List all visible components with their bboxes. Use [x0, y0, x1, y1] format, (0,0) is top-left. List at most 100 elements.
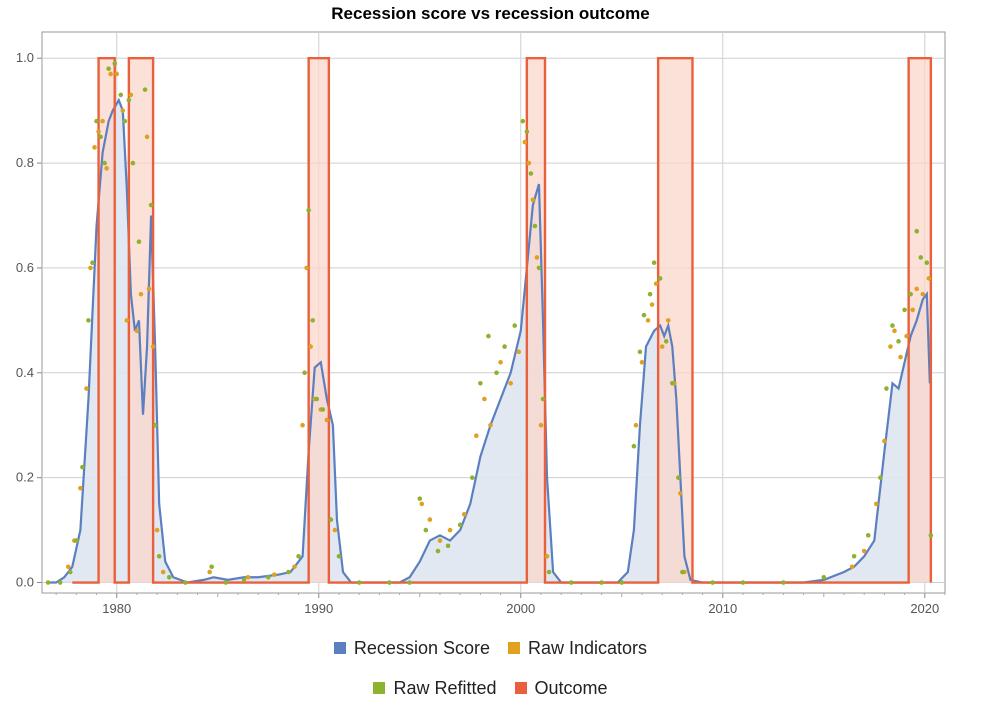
raw-refitted-point	[302, 370, 307, 376]
raw-indicators-point	[154, 527, 160, 533]
legend-item-raw-indicators[interactable]: Raw Indicators	[508, 638, 647, 659]
raw-indicators-point	[324, 417, 330, 423]
raw-indicators-point	[92, 145, 97, 150]
legend-row-1: Recession Score Raw Indicators	[0, 628, 981, 668]
raw-indicators-point	[904, 333, 909, 339]
raw-refitted-point	[223, 580, 229, 585]
raw-refitted-point	[126, 97, 132, 103]
raw-refitted-point	[356, 580, 362, 585]
raw-refitted-point	[94, 118, 99, 124]
raw-refitted-point	[148, 202, 154, 208]
raw-refitted-point	[457, 522, 463, 528]
legend-item-outcome[interactable]: Outcome	[514, 677, 608, 699]
legend-swatch-raw-indicators	[508, 642, 520, 654]
raw-indicators-point	[849, 564, 855, 570]
outcome-line	[72, 57, 933, 584]
raw-indicators-point	[645, 318, 651, 323]
raw-indicators-point	[861, 548, 867, 554]
raw-refitted-point	[918, 255, 924, 260]
raw-indicators-point	[134, 328, 140, 334]
raw-refitted-point	[680, 569, 685, 575]
raw-refitted-point	[851, 553, 857, 559]
raw-refitted-point	[641, 312, 647, 318]
legend-item-raw-refitted[interactable]: Raw Refitted	[373, 678, 497, 699]
raw-refitted-point	[106, 66, 111, 72]
raw-refitted-point	[740, 580, 746, 585]
legend-label-recession-score: Recession Score	[353, 637, 490, 658]
legend-label-outcome: Outcome	[534, 677, 608, 698]
raw-indicators-point	[888, 344, 893, 349]
raw-refitted-point	[657, 276, 663, 281]
raw-indicators-point	[926, 276, 932, 281]
legend-row-2: Raw Refitted Outcome	[0, 668, 981, 708]
raw-refitted-point	[112, 61, 118, 66]
raw-refitted-point	[80, 464, 85, 470]
raw-refitted-point	[637, 349, 643, 355]
legend-swatch-raw-refitted	[373, 682, 386, 694]
raw-refitted-point	[908, 291, 913, 297]
raw-indicators-point	[898, 354, 903, 360]
raw-indicators-point	[308, 344, 313, 349]
chart-title: Recession score vs recession outcome	[331, 4, 650, 23]
raw-refitted-point	[540, 396, 546, 402]
raw-indicators-point	[114, 71, 120, 77]
x-tick-label: 2020	[910, 601, 939, 616]
raw-indicators-point	[128, 92, 134, 98]
raw-refitted-point	[98, 134, 103, 140]
raw-indicators-point	[144, 134, 150, 140]
raw-indicators-point	[96, 129, 101, 134]
raw-indicators-point	[522, 139, 528, 145]
raw-refitted-point	[86, 318, 91, 323]
raw-refitted-point	[878, 475, 883, 480]
raw-indicators-point	[544, 553, 550, 559]
raw-indicators-point	[530, 197, 536, 203]
legend-swatch-recession-score	[333, 642, 346, 654]
raw-refitted-point	[631, 443, 637, 449]
outcome-fill	[908, 58, 931, 583]
raw-refitted-point	[676, 475, 681, 480]
raw-refitted-point	[74, 538, 79, 543]
raw-indicators-point	[124, 318, 130, 323]
chart-plot: 1980 1990 2000 2010 2020 0.0 0.2 0.4 0.6 0.8 1.0	[16, 31, 946, 616]
raw-indicators-point	[526, 160, 532, 166]
raw-indicators-point	[910, 307, 915, 313]
raw-indicators-point	[100, 118, 105, 124]
raw-indicators-point	[207, 569, 212, 575]
raw-indicators-point	[892, 328, 897, 334]
raw-indicators-point	[538, 422, 544, 428]
raw-refitted-point	[546, 569, 552, 575]
x-tick-label: 2000	[506, 601, 535, 616]
raw-indicators-point	[138, 291, 144, 297]
raw-indicators-point	[482, 396, 487, 402]
raw-indicators-point	[120, 108, 126, 113]
x-tick-label: 1980	[102, 601, 131, 616]
raw-refitted-point	[502, 344, 507, 349]
raw-refitted-point	[884, 386, 889, 391]
raw-refitted-point	[914, 228, 920, 234]
raw-refitted-point	[524, 129, 530, 134]
raw-refitted-point	[924, 260, 930, 265]
raw-refitted-point	[156, 553, 162, 559]
raw-indicators-point	[65, 564, 71, 570]
raw-indicators-point	[437, 538, 443, 543]
raw-indicators-point	[84, 386, 89, 391]
raw-refitted-point	[710, 580, 715, 585]
raw-indicators-point	[300, 422, 305, 428]
raw-refitted-point	[102, 160, 107, 166]
raw-refitted-point	[142, 87, 148, 92]
outcome-fill	[128, 58, 154, 583]
raw-refitted-point	[651, 260, 657, 265]
y-tick-label: 0.4	[16, 365, 34, 380]
raw-refitted-point	[320, 407, 326, 412]
legend-item-recession-score[interactable]: Recession Score	[333, 637, 490, 659]
raw-refitted-point	[821, 574, 827, 580]
raw-refitted-point	[314, 396, 320, 402]
raw-refitted-point	[90, 260, 95, 265]
raw-indicators-point	[304, 265, 309, 271]
raw-refitted-point	[663, 339, 669, 344]
raw-indicators-point	[678, 491, 683, 496]
raw-refitted-point	[310, 318, 315, 323]
raw-indicators-point	[498, 360, 503, 365]
raw-refitted-point	[265, 574, 271, 580]
